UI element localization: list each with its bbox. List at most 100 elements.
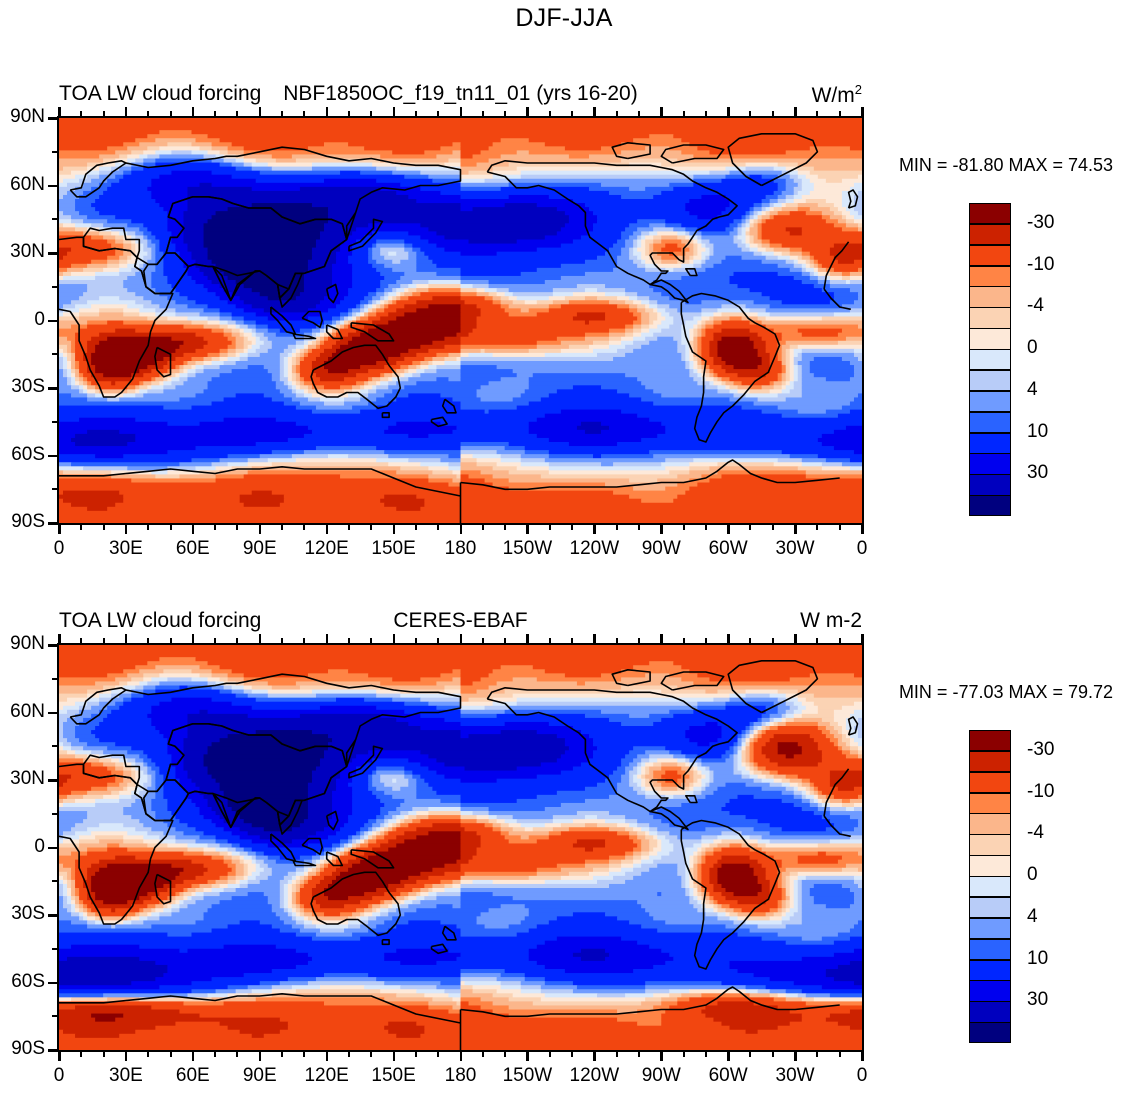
colorbar-swatch (969, 265, 1011, 287)
x-tick-minor-top (102, 638, 105, 645)
x-tick-label: 60E (175, 1065, 210, 1086)
x-tick-major-top (58, 634, 61, 645)
colorbar-swatch (969, 307, 1011, 329)
x-tick-minor-top (303, 638, 306, 645)
x-tick-minor-top (214, 111, 217, 118)
x-tick-major-top (325, 107, 329, 118)
x-tick-minor-bottom (749, 1050, 752, 1057)
y-tick-minor (52, 745, 59, 748)
x-tick-minor-bottom (80, 523, 83, 530)
x-tick-minor-bottom (147, 1050, 150, 1057)
colorbar-tick-label: 10 (1027, 947, 1049, 969)
panel-model-units-text: W/m (811, 84, 855, 107)
x-tick-minor-top (236, 111, 239, 118)
x-tick-minor-top (281, 638, 284, 645)
x-tick-minor-top (838, 111, 841, 118)
panel-model-units: W/m2 (59, 82, 862, 108)
x-tick-major-top (660, 107, 663, 118)
panel-obs-units: W m-2 (59, 609, 862, 633)
x-tick-major-top (526, 107, 529, 118)
x-tick-minor-top (749, 638, 752, 645)
x-tick-label: 30W (775, 538, 815, 559)
x-tick-major-top (593, 107, 596, 118)
x-tick-minor-top (281, 111, 284, 118)
x-tick-label: 90E (242, 538, 277, 559)
x-tick-major-bottom (593, 1050, 596, 1061)
x-tick-major-bottom (861, 523, 864, 534)
x-tick-minor-bottom (236, 523, 239, 530)
x-tick-major-bottom (794, 523, 797, 534)
x-tick-minor-bottom (147, 523, 150, 530)
x-tick-major-bottom (392, 523, 396, 534)
x-tick-minor-bottom (370, 523, 373, 530)
y-tick-major (48, 779, 59, 782)
x-tick-label: 60W (708, 1065, 748, 1086)
colorbar-swatch (969, 411, 1011, 434)
x-tick-minor-bottom (281, 523, 284, 530)
y-tick-major (48, 644, 59, 647)
y-tick-minor (52, 420, 59, 423)
y-tick-major (48, 454, 59, 457)
x-tick-major-top (58, 107, 61, 118)
figure-title: DJF-JJA (515, 4, 613, 32)
colorbar-swatch (969, 286, 1011, 308)
y-tick-label: 30S (11, 903, 45, 924)
x-tick-label: 30E (109, 1065, 143, 1086)
colorbar-tick-label: 10 (1027, 420, 1049, 442)
x-tick-minor-top (682, 111, 685, 118)
x-tick-major-top (727, 634, 730, 645)
colorbar-swatch (969, 938, 1011, 961)
y-tick-major (48, 522, 59, 525)
x-tick-minor-top (80, 638, 83, 645)
x-tick-minor-top (347, 111, 350, 118)
colorbar-swatch (969, 771, 1011, 794)
y-tick-major (48, 914, 59, 917)
x-tick-major-top (459, 107, 462, 118)
x-tick-minor-bottom (548, 523, 551, 530)
colorbar-swatch (969, 223, 1011, 246)
x-tick-major-bottom (58, 523, 61, 534)
colorbar-swatch (969, 959, 1011, 981)
x-tick-minor-bottom (504, 523, 507, 530)
y-tick-major (48, 846, 59, 849)
y-tick-minor (52, 488, 59, 491)
x-tick-major-top (124, 634, 128, 645)
x-tick-major-bottom (258, 1050, 262, 1061)
x-tick-minor-top (615, 638, 618, 645)
x-tick-minor-top (749, 111, 752, 118)
y-tick-label: 90N (10, 633, 45, 654)
y-tick-label: 30N (10, 768, 45, 789)
y-tick-minor (52, 947, 59, 950)
colorbar-swatch (969, 203, 1011, 225)
x-tick-minor-top (437, 638, 440, 645)
x-tick-minor-bottom (637, 1050, 640, 1057)
x-tick-label: 150E (371, 1065, 416, 1086)
x-tick-major-bottom (727, 1050, 730, 1061)
x-tick-label: 90W (641, 538, 681, 559)
x-tick-minor-bottom (504, 1050, 507, 1057)
x-tick-minor-top (571, 111, 574, 118)
colorbar-swatch (969, 495, 1011, 517)
colorbar-swatch (969, 369, 1011, 392)
x-tick-label: 150E (371, 538, 416, 559)
x-tick-label: 30E (109, 538, 143, 559)
x-tick-minor-top (816, 111, 819, 118)
x-tick-major-bottom (258, 523, 262, 534)
x-tick-minor-top (169, 111, 172, 118)
x-tick-minor-top (414, 111, 417, 118)
x-tick-minor-top (236, 638, 239, 645)
x-tick-major-top (325, 634, 329, 645)
x-tick-minor-bottom (370, 1050, 373, 1057)
x-tick-major-top (124, 107, 128, 118)
y-tick-minor (52, 353, 59, 356)
x-tick-minor-bottom (214, 523, 217, 530)
x-tick-minor-bottom (704, 523, 707, 530)
colorbar-tick-label: -30 (1027, 738, 1055, 760)
x-tick-label: 60E (175, 538, 210, 559)
colorbar-swatch (969, 917, 1011, 940)
panel-obs-units-text: W m-2 (800, 609, 862, 632)
x-tick-minor-top (147, 111, 150, 118)
x-tick-minor-top (147, 638, 150, 645)
y-tick-label: 30N (10, 241, 45, 262)
